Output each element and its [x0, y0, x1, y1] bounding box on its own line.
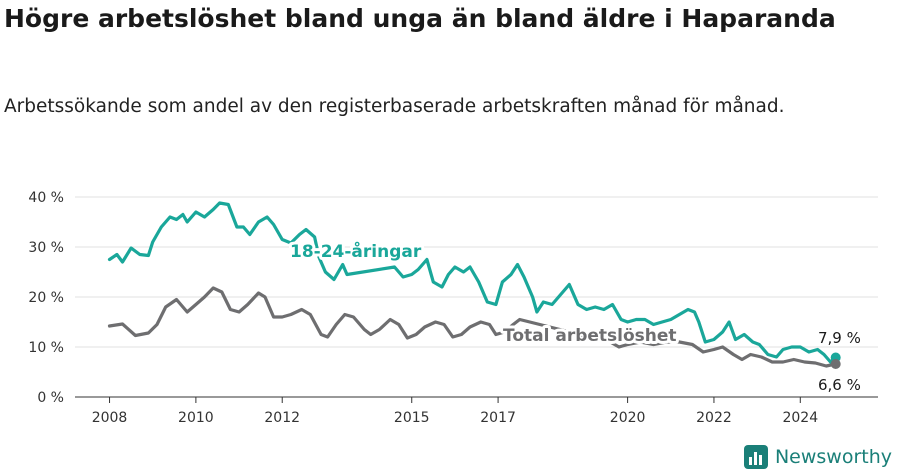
youth-series-label-halo: 18-24-åringar [290, 240, 422, 262]
y-tick-label: 20 % [28, 290, 64, 306]
y-tick-label: 40 % [28, 190, 64, 206]
x-tick-label: 2024 [782, 410, 818, 426]
bar-chart-logo-icon [743, 445, 768, 469]
youth-end-value-label: 7,9 % [818, 329, 861, 347]
x-tick-label: 2022 [696, 410, 732, 426]
x-tick-label: 2017 [480, 410, 516, 426]
y-tick-label: 0 % [37, 390, 64, 406]
x-tick-label: 2012 [264, 410, 300, 426]
chart-title: Högre arbetslöshet bland unga än bland ä… [4, 4, 836, 33]
axes: 0 % 10 % 20 % 30 % 40 % 2008 2010 2012 2015 2017 2… [28, 190, 878, 426]
total-end-marker [830, 359, 841, 369]
brand-name: Newsworthy [774, 446, 892, 468]
total-series-line [107, 286, 838, 368]
x-tick-label: 2010 [178, 410, 214, 426]
series-lines [107, 201, 841, 369]
youth-series-line [107, 201, 838, 364]
y-tick-label: 10 % [28, 340, 64, 356]
gridlines [75, 196, 878, 348]
youth-series-label: 18-24-åringar [290, 240, 422, 262]
total-end-value-label: 6,6 % [818, 376, 861, 394]
y-tick-label: 30 % [28, 240, 64, 256]
chart-subtitle: Arbetssökande som andel av den registerb… [4, 96, 785, 117]
x-tick-label: 2020 [610, 410, 646, 426]
x-tick-label: 2015 [394, 410, 430, 426]
total-series-label-halo: Total arbetslöshet [503, 326, 677, 346]
x-tick-label: 2008 [92, 410, 128, 426]
total-series-label: Total arbetslöshet [503, 326, 677, 346]
newsworthy-logo: Newsworthy [743, 444, 892, 470]
